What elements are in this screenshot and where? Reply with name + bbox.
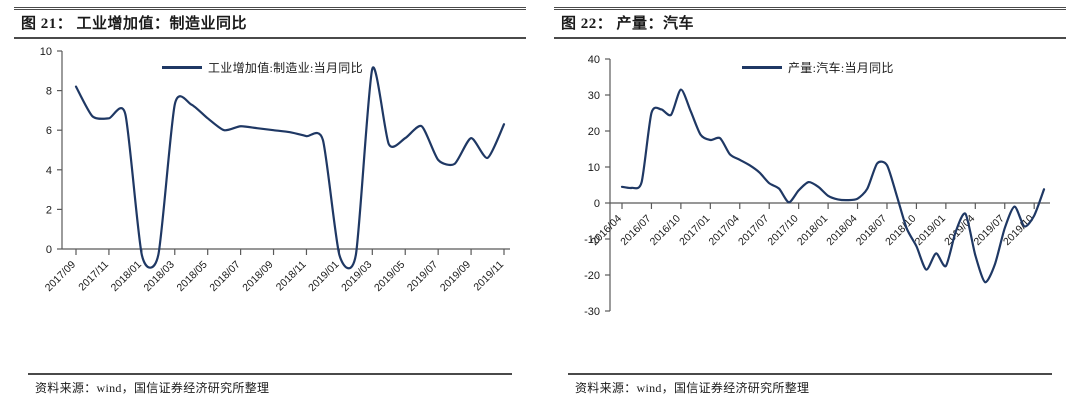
y-tick-label: 10	[40, 46, 52, 58]
y-tick-label: 40	[588, 54, 600, 66]
figure-22-title-bar: 图 22： 产量：汽车	[554, 7, 1066, 39]
figure-21-title: 图 21： 工业增加值：制造业同比	[21, 16, 248, 32]
x-ticks-21: 2017/092017/112018/012018/032018/052018/…	[43, 249, 506, 294]
y-tick-label: 2	[46, 204, 52, 216]
y-tick-label: 6	[46, 125, 52, 137]
legend-label-21: 工业增加值:制造业:当月同比	[208, 61, 363, 75]
y-tick-label: 0	[594, 198, 600, 210]
x-tick-label: 2018/07	[207, 259, 242, 294]
y-tick-label: 8	[46, 86, 52, 98]
figure-21-title-bar: 图 21： 工业增加值：制造业同比	[14, 7, 526, 39]
legend-swatch-icon	[742, 66, 782, 69]
figure-22-legend: 产量:汽车:当月同比	[742, 59, 894, 76]
x-tick-label: 2018/09	[240, 259, 275, 294]
x-tick-label: 2018/01	[109, 259, 144, 294]
series-line-22	[620, 88, 1046, 284]
y-tick-label: -30	[584, 306, 600, 318]
x-tick-label: 2016/04	[589, 213, 624, 248]
x-tick-label: 2019/01	[306, 259, 341, 294]
x-tick-label: 2018/01	[795, 213, 830, 248]
x-tick-label: 2019/05	[372, 259, 407, 294]
x-tick-label: 2019/03	[339, 259, 374, 294]
x-tick-label: 2018/03	[142, 259, 177, 294]
x-tick-label: 2018/07	[854, 213, 889, 248]
legend-label-22: 产量:汽车:当月同比	[788, 61, 894, 75]
y-tick-label: 30	[588, 90, 600, 102]
y-ticks-22: 40 30 20 10 0 -10 -20 -30	[584, 54, 610, 318]
x-tick-label: 2019/11	[471, 259, 506, 294]
figure-22-chart: 40 30 20 10 0 -10 -20 -30 2016/04 2016/07…	[554, 39, 1066, 351]
figure-21-source: 资料来源：wind，国信证券经济研究所整理	[35, 381, 270, 395]
y-tick-label: 4	[46, 165, 52, 177]
x-tick-label: 2017/01	[677, 213, 712, 248]
figure-panel-21: 图 21： 工业增加值：制造业同比 1	[0, 0, 540, 402]
x-tick-label: 2018/11	[274, 259, 309, 294]
x-tick-label: 2019/10	[1001, 213, 1036, 248]
figure-panel-22: 图 22： 产量：汽车	[540, 0, 1080, 402]
figure-22-title: 图 22： 产量：汽车	[561, 16, 695, 32]
y-tick-label: -10	[584, 234, 600, 246]
figure-21-plot: 10 8 6 4 2 0 2017/092017/112018/012018/0…	[40, 46, 510, 294]
y-tick-label: 20	[588, 126, 600, 138]
x-tick-label: 2017/07	[736, 213, 771, 248]
x-tick-label: 2019/07	[405, 259, 440, 294]
x-tick-label: 2017/11	[76, 259, 111, 294]
x-tick-label: 2018/05	[174, 259, 209, 294]
legend-swatch-icon	[162, 66, 202, 69]
y-tick-label: 0	[46, 244, 52, 256]
figure-21-legend: 工业增加值:制造业:当月同比	[162, 59, 363, 76]
figure-22-source-bar: 资料来源：wind，国信证券经济研究所整理	[568, 373, 1052, 403]
x-tick-label: 2017/04	[707, 213, 742, 248]
figure-21-source-bar: 资料来源：wind，国信证券经济研究所整理	[28, 373, 512, 403]
x-tick-label: 2018/04	[824, 213, 859, 248]
y-ticks-21: 10 8 6 4 2 0	[40, 46, 62, 256]
y-tick-label: 10	[588, 162, 600, 174]
x-tick-label: 2017/09	[43, 259, 78, 294]
x-tick-label: 2017/10	[765, 213, 800, 248]
x-tick-label: 2019/09	[438, 259, 473, 294]
y-tick-label: -20	[584, 270, 600, 282]
figure-21-chart: 10 8 6 4 2 0 2017/09 2017/11 2018/01 2018/0…	[14, 39, 526, 351]
x-tick-label: 2016/07	[618, 213, 653, 248]
figure-22-plot: 40 30 20 10 0 -10 -20 -30 2016/042016/07…	[584, 54, 1050, 318]
x-tick-label: 2016/10	[648, 213, 683, 248]
series-line-21	[74, 66, 506, 270]
figure-22-source: 资料来源：wind，国信证券经济研究所整理	[575, 381, 810, 395]
x-tick-label: 2019/01	[913, 213, 948, 248]
